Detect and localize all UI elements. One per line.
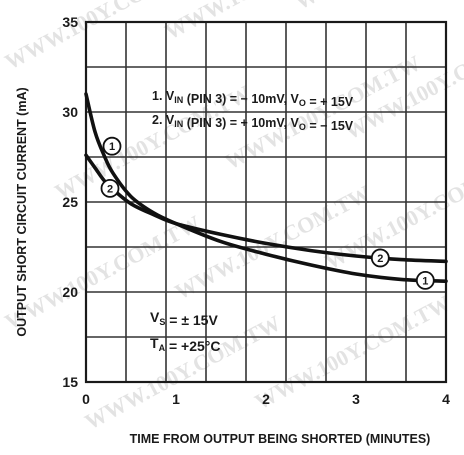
subscript: A	[159, 343, 166, 353]
y-axis-title: OUTPUT SHORT CIRCUIT CURRENT (mA)	[15, 87, 29, 336]
text-run: = − 15V	[306, 119, 354, 133]
text-run: 1. V	[152, 89, 175, 103]
subscript: IN	[174, 119, 183, 129]
legend-entry-2: 2. VIN (PIN 3) = + 10mV, VO = − 15V	[152, 113, 354, 133]
condition-2: TA = +25°C	[150, 335, 220, 354]
series-marker-label-2: 2	[377, 253, 383, 265]
subscript: IN	[174, 95, 183, 105]
y-tick-label: 15	[62, 374, 78, 390]
series-marker-label-1: 1	[422, 275, 428, 287]
x-tick-label: 2	[262, 391, 270, 407]
axis-layer	[84, 20, 448, 384]
text-layer: 0 1 2 3 4 15 20 25 30 35 TIME FROM OUTPUT BEING SH…	[15, 14, 450, 446]
series-marker-2	[370, 248, 390, 268]
series-marker-left-1	[102, 136, 122, 156]
text-run: 2. V	[152, 113, 175, 127]
series-line-2	[84, 153, 448, 264]
x-tick-label: 1	[172, 391, 180, 407]
text-run: V	[150, 309, 160, 325]
watermark-layer: WWW.100Y.COM.TWWWW.100Y.COM.TWWWW.100Y.C…	[1, 0, 464, 434]
series-marker-left-label-1: 1	[109, 141, 115, 153]
watermark-text: WWW.100Y.COM.TW	[81, 310, 285, 434]
grid-layer	[86, 22, 446, 382]
text-run: = +25°C	[165, 338, 220, 354]
series-marker-left-2	[100, 178, 120, 198]
condition-1: VS = ± 15V	[150, 309, 218, 328]
y-tick-label: 35	[62, 14, 78, 30]
x-tick-label: 4	[442, 391, 450, 407]
x-tick-label: 3	[352, 391, 360, 407]
y-tick-label: 25	[62, 194, 78, 210]
legend-entry-1: 1. VIN (PIN 3) = − 10mV, VO = + 15V	[152, 89, 354, 109]
series-marker-left-label-2: 2	[107, 183, 113, 195]
x-axis-title: TIME FROM OUTPUT BEING SHORTED (MINUTES)	[130, 432, 431, 446]
y-tick-label: 20	[62, 284, 78, 300]
subscript: S	[159, 317, 165, 327]
text-run: = ± 15V	[165, 312, 218, 328]
text-run: (PIN 3) = − 10mV, V	[183, 92, 299, 106]
x-tick-label: 0	[82, 391, 90, 407]
text-run: (PIN 3) = + 10mV, V	[183, 116, 299, 130]
series-layer: 1 2 1 2	[84, 92, 448, 290]
y-tick-label: 30	[62, 104, 78, 120]
subscript: O	[299, 98, 306, 108]
plot-frame	[84, 20, 448, 384]
watermark-text: WWW.100Y.COM.TW	[291, 0, 464, 14]
series-marker-1	[415, 270, 435, 290]
subscript: O	[299, 122, 306, 132]
text-run: = + 15V	[306, 95, 354, 109]
text-run: T	[150, 335, 159, 351]
